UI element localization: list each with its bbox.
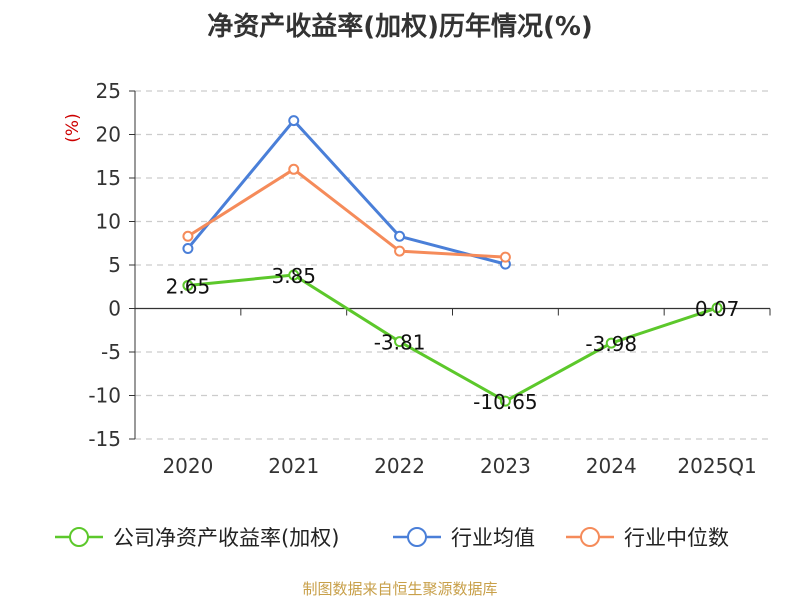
y-tick-label: 0 — [108, 297, 121, 321]
series-line-2 — [187, 167, 506, 259]
y-tick-label: -5 — [101, 340, 121, 364]
y-tick-label: 5 — [108, 253, 121, 277]
data-point-0 — [605, 337, 617, 349]
series-line-0 — [187, 273, 718, 403]
data-point-1 — [182, 242, 194, 254]
y-tick-label: 25 — [96, 79, 121, 103]
data-label: 2.65 — [166, 274, 211, 298]
data-point-1 — [394, 230, 406, 242]
series-lines — [182, 115, 723, 407]
data-label: -10.65 — [473, 390, 537, 414]
y-tick-label: 10 — [96, 210, 121, 234]
legend-swatch-marker — [580, 527, 600, 547]
x-tick-label: 2021 — [268, 454, 319, 478]
data-label: 3.85 — [271, 264, 316, 288]
legend: 公司净资产收益率(加权) 行业均值 行业中位数 — [55, 526, 729, 550]
data-point-0 — [182, 279, 194, 291]
data-point-2 — [182, 230, 194, 242]
data-point-0 — [288, 269, 300, 281]
series-line-1 — [186, 119, 506, 266]
x-tick-label: 2023 — [480, 454, 531, 478]
chart-title: 净资产收益率(加权)历年情况(%) — [207, 12, 593, 42]
data-label: -3.81 — [374, 331, 426, 355]
legend-label: 行业中位数 — [624, 526, 729, 550]
legend-label: 公司净资产收益率(加权) — [113, 526, 339, 550]
data-point-0 — [394, 336, 406, 348]
data-labels: 2.65 3.85 -3.81 -10.65 -3.98 0.07 — [166, 264, 740, 414]
legend-swatch-marker — [407, 527, 427, 547]
data-point-0 — [711, 302, 723, 314]
y-tick-label: -10 — [88, 384, 121, 408]
data-point-1 — [288, 115, 300, 127]
data-point-2 — [288, 163, 300, 175]
data-label: -3.98 — [585, 332, 637, 356]
x-tick-label: 2025Q1 — [677, 454, 756, 478]
legend-swatch-marker — [69, 527, 89, 547]
data-point-2 — [394, 245, 406, 257]
axes: 25 20 15 10 5 0 -5 -10 -15 2020 2021 2022 2023 2024 20… — [63, 79, 771, 478]
legend-label: 行业均值 — [451, 526, 535, 550]
y-tick-label: 15 — [96, 166, 121, 190]
y-tick-label: -15 — [88, 427, 121, 451]
grid-lines — [135, 90, 770, 440]
y-tick-label: 20 — [96, 123, 121, 147]
data-label: 0.07 — [695, 297, 740, 321]
data-source-note: 制图数据来自恒生聚源数据库 — [302, 580, 498, 598]
data-point-2 — [499, 251, 511, 263]
x-tick-label: 2022 — [374, 454, 425, 478]
x-tick-label: 2020 — [162, 454, 213, 478]
x-tick-label: 2024 — [586, 454, 637, 478]
data-point-0 — [499, 395, 511, 407]
y-axis-label: (%) — [63, 113, 83, 142]
